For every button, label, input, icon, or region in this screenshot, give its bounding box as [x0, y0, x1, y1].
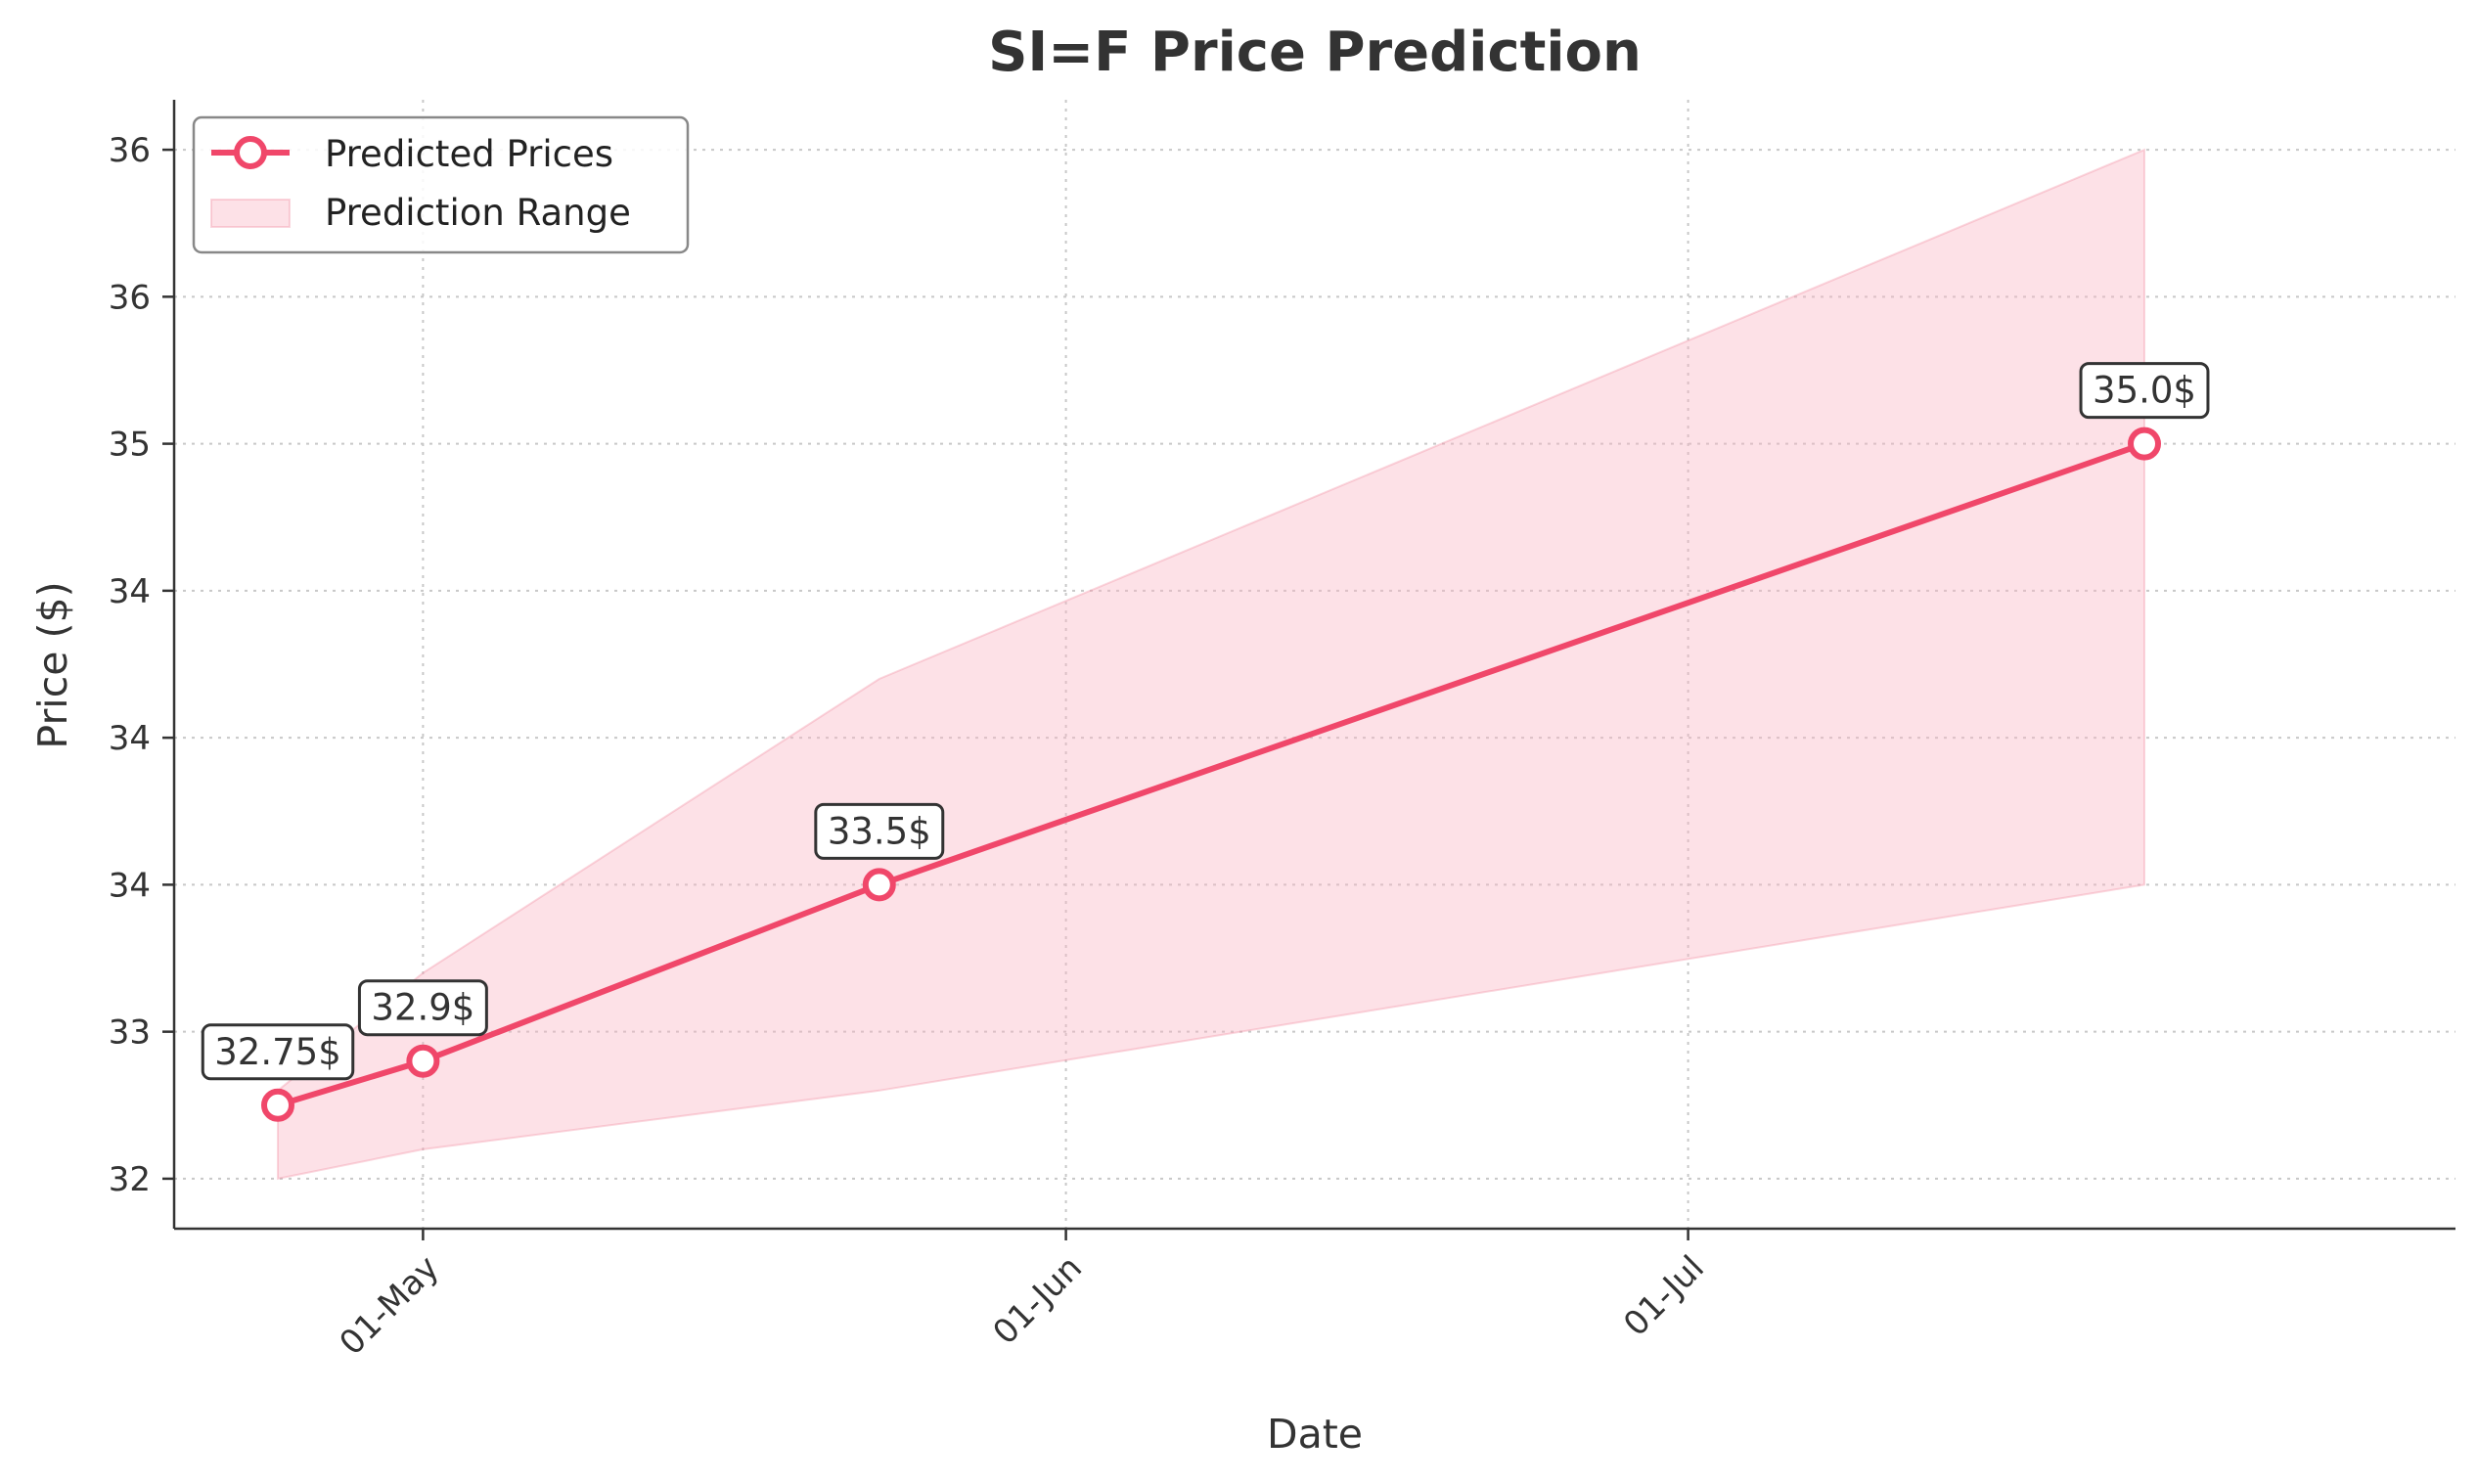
- data-label-text: 35.0$: [2093, 370, 2196, 412]
- y-tick-label: 32: [109, 1160, 151, 1199]
- x-tick-label: 01-May: [333, 1248, 447, 1363]
- data-label: 32.9$: [357, 979, 488, 1037]
- y-ticks: 32 33 34 34 34 35 36 36: [109, 131, 174, 1199]
- data-label-box: [357, 979, 488, 1037]
- legend-label-predicted: Predicted Prices: [325, 133, 613, 175]
- y-axis-label: Price ($): [29, 581, 76, 748]
- data-labels: 32.75$ 32.9$ 33.5$ 35.0$: [201, 362, 2210, 1081]
- y-tick-label: 33: [109, 1013, 151, 1053]
- data-label-text: 32.75$: [214, 1031, 340, 1073]
- data-points: [261, 427, 2161, 1122]
- legend-frame: [192, 115, 690, 254]
- data-point: [862, 868, 896, 902]
- predicted-prices-line: [277, 440, 2145, 1108]
- y-tick-label: 34: [109, 866, 151, 905]
- data-label-text: 32.9$: [371, 987, 474, 1029]
- y-tick-label: 34: [109, 719, 151, 758]
- chart-title: SI=F Price Prediction: [988, 21, 1642, 84]
- y-tick-label: 36: [109, 131, 151, 170]
- y-tick-label: 36: [109, 278, 151, 317]
- data-label-box: [814, 802, 945, 860]
- prediction-range-area: [277, 148, 2145, 1181]
- data-label-text: 33.5$: [828, 810, 931, 852]
- legend-label-range: Prediction Range: [325, 192, 631, 234]
- x-ticks: 01-May 01-Jun 01-Jul: [333, 1229, 1712, 1363]
- data-label: 32.75$: [201, 1023, 355, 1081]
- y-tick-label: 35: [109, 426, 151, 465]
- data-label-box: [201, 1023, 355, 1081]
- x-axis-label: Date: [1267, 1411, 1363, 1458]
- legend: Predicted Prices Prediction Range: [192, 115, 690, 254]
- data-point: [406, 1044, 440, 1078]
- axes: [172, 100, 2455, 1231]
- data-point: [261, 1088, 294, 1122]
- legend-range-swatch: [210, 199, 291, 228]
- x-tick-label: 01-Jul: [1616, 1248, 1712, 1344]
- data-label: 35.0$: [2079, 362, 2210, 420]
- data-point: [2128, 427, 2161, 461]
- data-label-box: [2079, 362, 2210, 420]
- x-tick-label: 01-Jun: [986, 1248, 1090, 1352]
- data-label: 33.5$: [814, 802, 945, 860]
- legend-marker-swatch: [234, 136, 267, 169]
- y-tick-label: 34: [109, 572, 151, 611]
